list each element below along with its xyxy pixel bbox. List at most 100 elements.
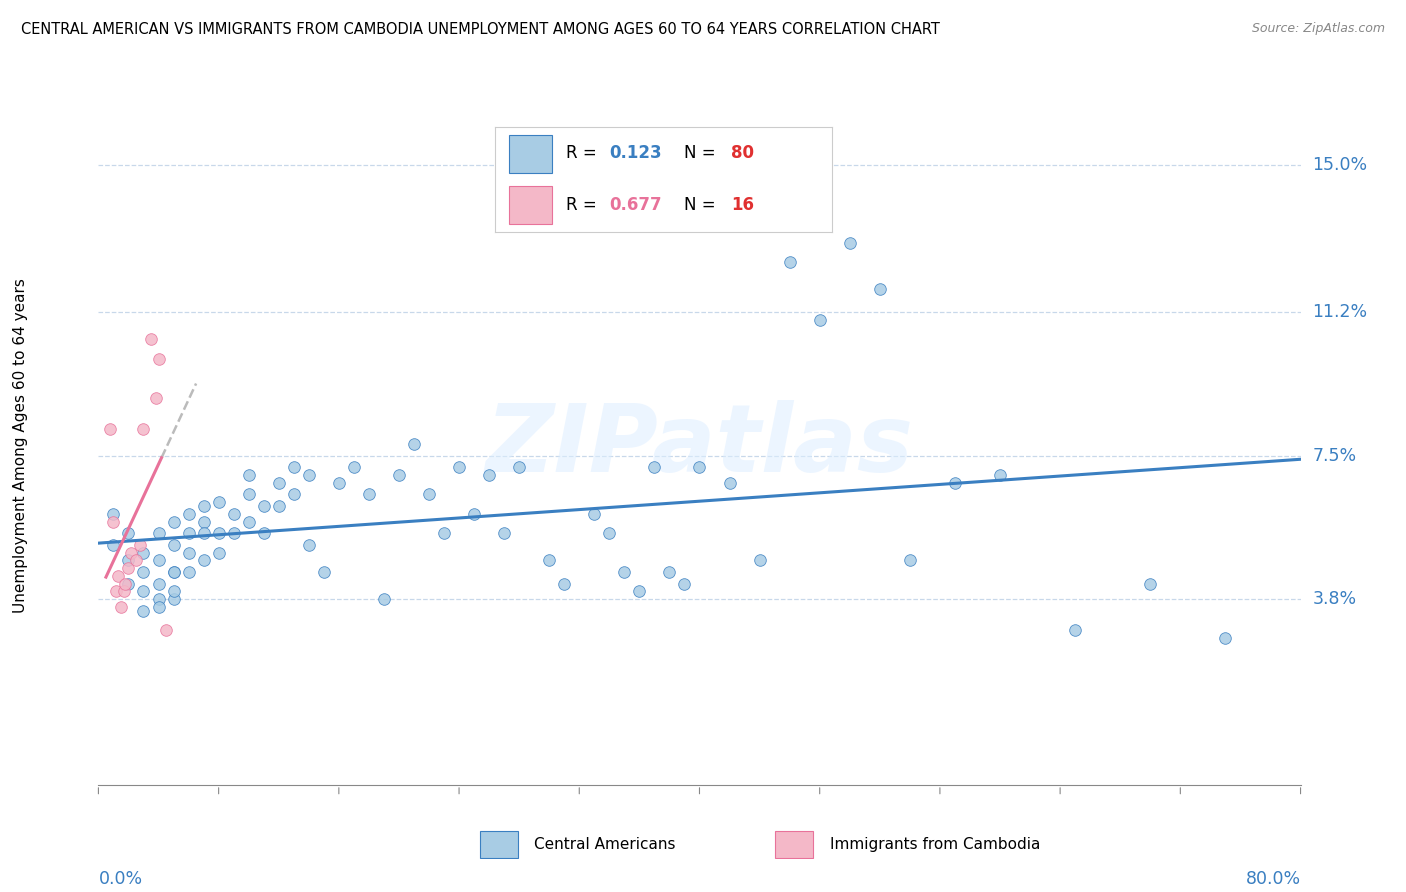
FancyBboxPatch shape (776, 831, 814, 857)
Point (808, 313, 831, 327)
Point (139, 333, 162, 347)
Point (132, 584, 155, 599)
Text: Central Americans: Central Americans (534, 838, 676, 852)
Point (1064, 623, 1087, 637)
Point (145, 391, 167, 405)
Point (162, 565, 184, 579)
Text: 0.0%: 0.0% (98, 871, 142, 888)
Point (162, 565, 184, 579)
Point (162, 515, 184, 529)
Text: CENTRAL AMERICAN VS IMMIGRANTS FROM CAMBODIA UNEMPLOYMENT AMONG AGES 60 TO 64 YE: CENTRAL AMERICAN VS IMMIGRANTS FROM CAMB… (21, 22, 941, 37)
Point (1215, 631, 1237, 645)
Point (673, 576, 696, 591)
Text: Source: ZipAtlas.com: Source: ZipAtlas.com (1251, 22, 1385, 36)
Text: Immigrants from Cambodia: Immigrants from Cambodia (830, 838, 1040, 852)
Point (103, 507, 125, 521)
Point (943, 475, 966, 490)
Point (267, 475, 290, 490)
Point (1139, 576, 1161, 591)
Point (162, 584, 184, 599)
Point (222, 526, 245, 541)
Point (117, 553, 139, 567)
FancyBboxPatch shape (481, 831, 517, 857)
Point (193, 526, 215, 541)
Point (643, 460, 665, 475)
Point (177, 526, 200, 541)
Point (402, 437, 425, 451)
Point (193, 499, 215, 513)
Point (208, 526, 231, 541)
Point (117, 561, 139, 575)
Point (132, 604, 155, 618)
Point (463, 507, 485, 521)
Point (869, 282, 891, 296)
Point (103, 538, 125, 552)
Text: 3.8%: 3.8% (1313, 590, 1357, 608)
Point (748, 553, 770, 567)
Point (105, 584, 128, 599)
Point (478, 468, 501, 483)
Point (988, 468, 1011, 483)
Point (238, 468, 260, 483)
Point (112, 584, 135, 599)
Point (238, 487, 260, 501)
Text: 7.5%: 7.5% (1313, 447, 1357, 465)
Point (148, 553, 170, 567)
Point (312, 565, 335, 579)
Point (208, 495, 231, 509)
Point (253, 499, 276, 513)
Point (373, 592, 395, 607)
Point (838, 235, 860, 250)
Point (583, 507, 606, 521)
Point (132, 545, 155, 559)
Point (114, 576, 136, 591)
Point (508, 460, 530, 475)
Point (553, 576, 575, 591)
Point (298, 468, 321, 483)
Point (538, 553, 561, 567)
Text: Unemployment Among Ages 60 to 64 years: Unemployment Among Ages 60 to 64 years (13, 278, 28, 614)
Point (125, 553, 148, 567)
Point (148, 351, 170, 366)
Point (132, 565, 155, 579)
Point (283, 487, 305, 501)
Point (343, 460, 366, 475)
Point (132, 421, 155, 435)
Point (129, 538, 152, 552)
Point (208, 545, 231, 559)
Point (117, 526, 139, 541)
Text: ZIPatlas: ZIPatlas (485, 400, 914, 492)
Point (658, 565, 681, 579)
Point (433, 526, 456, 541)
Point (388, 468, 411, 483)
Point (117, 576, 139, 591)
Point (110, 599, 132, 614)
Point (222, 507, 245, 521)
Point (148, 526, 170, 541)
Point (328, 475, 350, 490)
Point (253, 526, 276, 541)
Point (193, 515, 215, 529)
Point (267, 499, 290, 513)
Point (628, 584, 651, 599)
Point (193, 553, 215, 567)
Point (238, 515, 260, 529)
Text: 11.2%: 11.2% (1313, 303, 1368, 321)
Point (162, 592, 184, 607)
Point (148, 592, 170, 607)
Point (779, 255, 801, 269)
Point (613, 565, 636, 579)
Point (447, 460, 470, 475)
Point (898, 553, 921, 567)
Point (283, 460, 305, 475)
Point (494, 526, 516, 541)
Point (718, 475, 741, 490)
Point (357, 487, 380, 501)
Point (162, 538, 184, 552)
Text: 15.0%: 15.0% (1313, 156, 1368, 174)
Point (107, 568, 129, 582)
Point (298, 538, 321, 552)
Text: 80.0%: 80.0% (1246, 871, 1301, 888)
Point (177, 507, 200, 521)
Point (148, 576, 170, 591)
